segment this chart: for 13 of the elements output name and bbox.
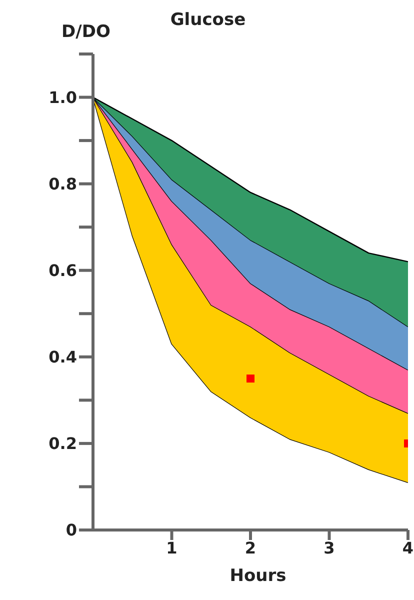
x-axis-title: Hours [230, 566, 286, 586]
x-tick-label: 4 [402, 538, 414, 558]
x-tick-label: 1 [166, 538, 178, 558]
y-tick-label: 0.2 [48, 434, 77, 454]
y-tick-label: 1.0 [48, 88, 77, 107]
y-axis-title: D/DO [62, 22, 110, 42]
y-tick-label: 0.4 [48, 348, 77, 367]
y-tick-label: 0.6 [48, 261, 77, 280]
x-tick-label: 2 [244, 538, 256, 558]
x-tick-label: 3 [324, 538, 335, 558]
y-tick-label: 0 [66, 520, 77, 540]
y-tick-label: 0.8 [48, 174, 77, 194]
chart-title: Glucose [170, 10, 246, 30]
